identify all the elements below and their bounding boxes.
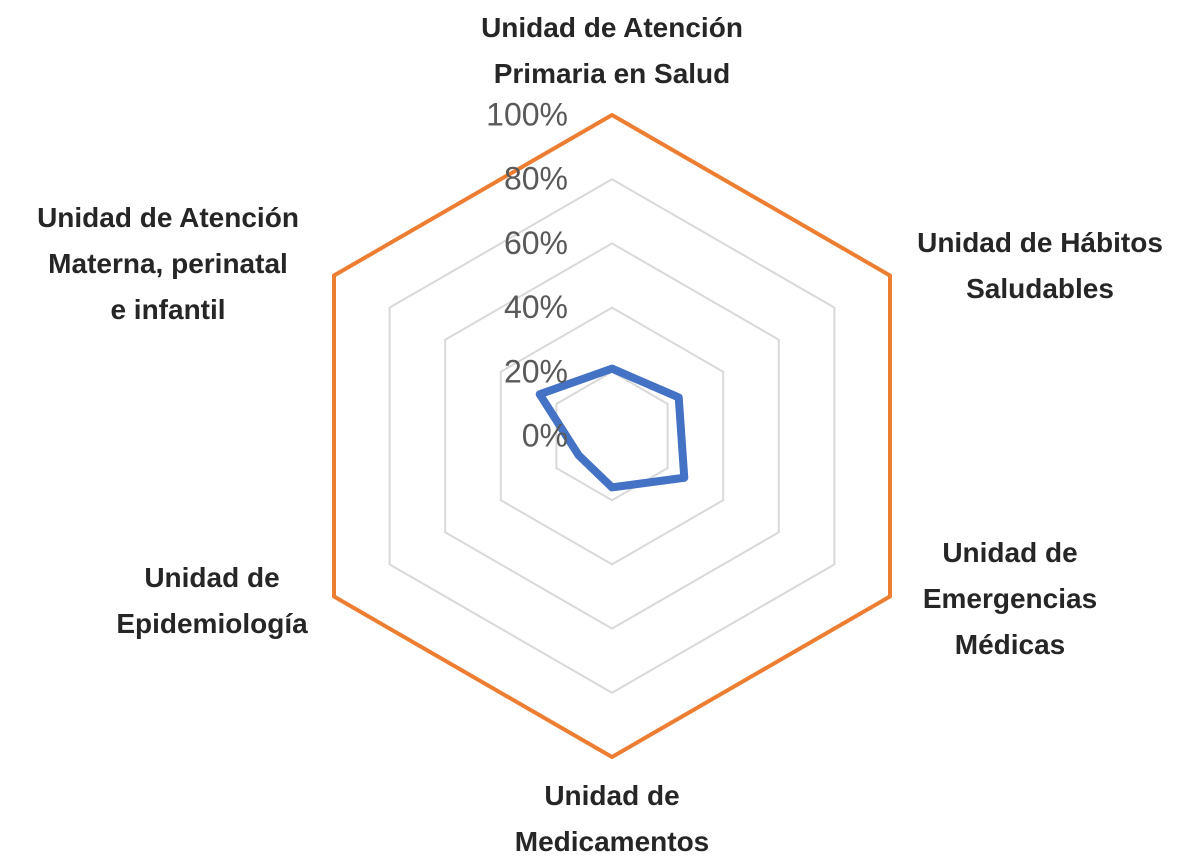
category-line: Epidemiología bbox=[116, 608, 308, 639]
category-line: Médicas bbox=[955, 629, 1066, 660]
category-label: Unidad de Emergencias Médicas bbox=[923, 537, 1097, 660]
category-line: Unidad de bbox=[544, 780, 679, 811]
r-tick-label: 40% bbox=[504, 289, 568, 325]
category-label: Unidad de Atención Materna, perinatal e in… bbox=[37, 202, 299, 325]
series-line bbox=[535, 364, 689, 492]
r-tick-label: 100% bbox=[486, 96, 568, 132]
category-line: Unidad de bbox=[942, 537, 1077, 568]
r-tick-label: 80% bbox=[504, 161, 568, 197]
series-line bbox=[332, 113, 892, 759]
category-line: Unidad de bbox=[144, 562, 279, 593]
category-line: Unidad de Atención bbox=[481, 12, 743, 43]
category-line: Emergencias bbox=[923, 583, 1097, 614]
category-line: Medicamentos bbox=[515, 826, 710, 856]
category-line: Unidad de Hábitos bbox=[917, 227, 1163, 258]
category-line: Materna, perinatal bbox=[48, 248, 288, 279]
r-tick-label: 60% bbox=[504, 225, 568, 261]
category-line: e infantil bbox=[110, 294, 225, 325]
grid-ring bbox=[444, 242, 780, 630]
r-tick-label: 0% bbox=[522, 417, 568, 453]
category-label: Unidad de Hábitos Saludables bbox=[917, 227, 1163, 304]
grid-ring bbox=[555, 370, 669, 502]
category-label: Unidad de Medicamentos bbox=[515, 780, 710, 856]
category-line: Unidad de Atención bbox=[37, 202, 299, 233]
grid-ring bbox=[333, 113, 891, 759]
r-tick-label: 20% bbox=[504, 353, 568, 389]
category-line: Primaria en Salud bbox=[494, 58, 731, 89]
category-line: Saludables bbox=[966, 273, 1114, 304]
grid-ring bbox=[499, 306, 725, 566]
category-label: Unidad de Epidemiología bbox=[116, 562, 308, 639]
grid-ring bbox=[388, 178, 836, 694]
category-label: Unidad de Atención Primaria en Salud bbox=[481, 12, 743, 89]
